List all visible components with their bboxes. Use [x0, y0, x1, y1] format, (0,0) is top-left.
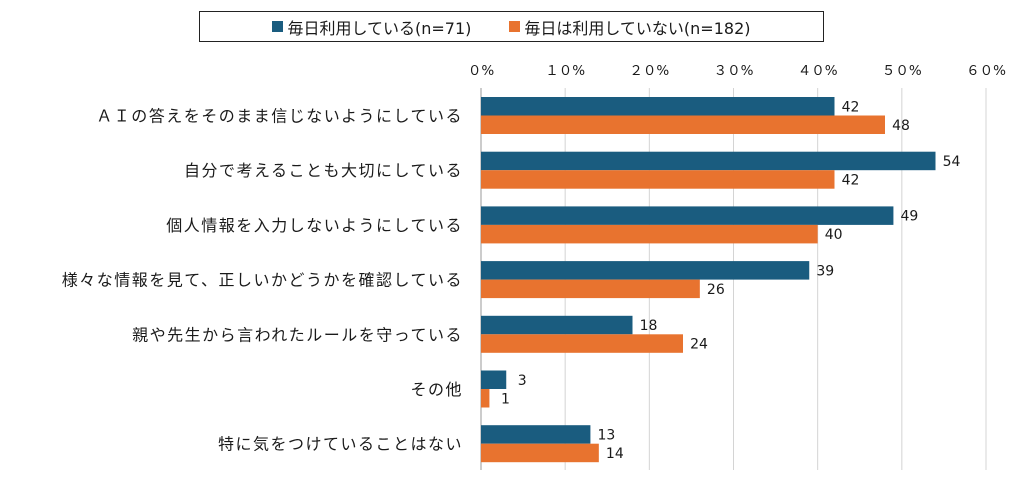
data-label: 42 [842, 99, 860, 115]
data-label: 42 [842, 172, 860, 188]
data-label: 14 [606, 446, 624, 462]
x-tick-label: １０% [545, 63, 585, 79]
bar-not-daily [481, 389, 490, 408]
bar-daily [481, 425, 591, 444]
legend-swatch-daily [272, 21, 284, 32]
x-tick-label: ２０% [629, 63, 669, 79]
x-tick-label: ０% [468, 63, 494, 79]
bar-daily [481, 261, 810, 280]
x-tick-label: ４０% [798, 63, 838, 79]
data-label: 18 [640, 318, 658, 334]
bar-daily [481, 206, 894, 225]
data-label: 39 [816, 263, 834, 279]
bar-daily [481, 97, 835, 116]
x-tick-label: ６０% [966, 63, 1006, 79]
data-label: 40 [825, 227, 843, 243]
bar-not-daily [481, 115, 885, 134]
category-label: その他 [410, 380, 463, 399]
data-label: 24 [690, 337, 708, 353]
legend-swatch-not-daily [509, 21, 521, 32]
data-label: 48 [892, 118, 910, 134]
bar-not-daily [481, 279, 700, 299]
bar-not-daily [481, 334, 683, 353]
legend-label-daily: 毎日利用している(n=71) [287, 18, 472, 38]
bar-daily [481, 315, 633, 335]
legend: 毎日利用している(n=71) 毎日は利用していない(n=182) [199, 11, 824, 42]
data-label: 54 [943, 154, 961, 170]
category-label: 様々な情報を見て、正しいかどうかを確認している [62, 271, 463, 290]
category-label: 親や先生から言われたルールを守っている [132, 325, 463, 344]
bar-daily [481, 151, 936, 171]
data-label: 49 [901, 209, 919, 225]
data-label: 13 [598, 427, 616, 443]
data-label: 1 [501, 391, 510, 407]
bar-not-daily [481, 170, 835, 189]
x-tick-label: ３０% [714, 63, 754, 79]
legend-item-not-daily: 毎日は利用していない(n=182) [509, 15, 751, 39]
category-label: ＡＩの答えをそのまま信じないようにしている [96, 107, 463, 126]
bar-not-daily [481, 224, 818, 244]
legend-item-daily: 毎日利用している(n=71) [272, 15, 471, 39]
legend-label-not-daily: 毎日は利用していない(n=182) [524, 18, 751, 38]
data-label: 3 [518, 373, 527, 389]
category-label: 個人情報を入力しないようにしている [166, 216, 463, 235]
category-label: 特に気をつけていることはない [218, 435, 463, 454]
category-label: 自分で考えることも大切にしている [184, 161, 463, 180]
x-tick-label: ５０% [882, 63, 922, 79]
bar-daily [481, 370, 507, 389]
data-label: 26 [707, 282, 725, 298]
bar-not-daily [481, 443, 599, 463]
